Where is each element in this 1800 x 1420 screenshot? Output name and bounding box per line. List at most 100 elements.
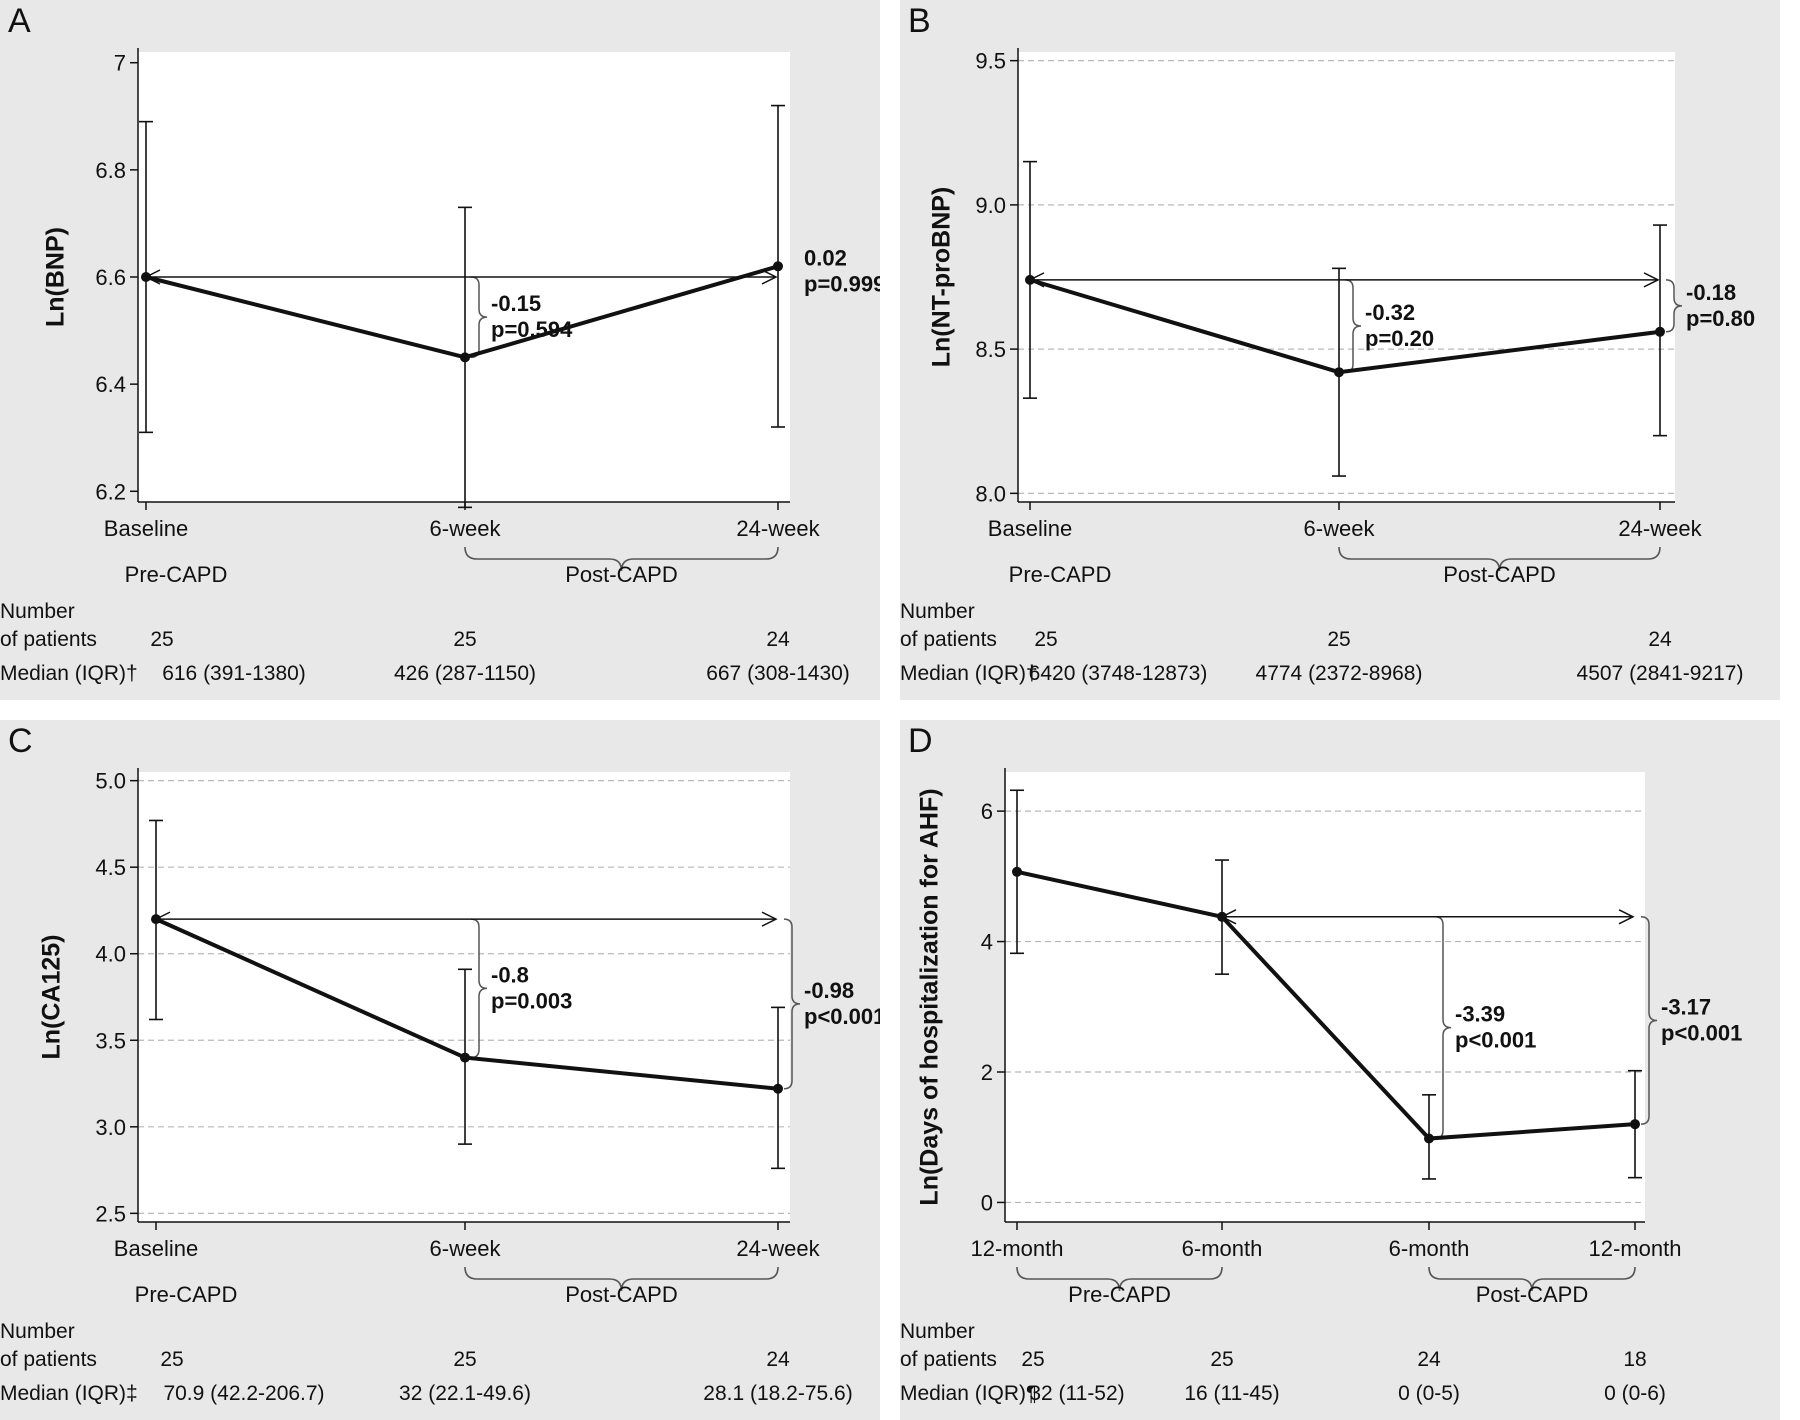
- y-tick-label: 4.0: [95, 942, 126, 967]
- y-axis-label: Ln(Days of hospitalization for AHF): [915, 788, 944, 1206]
- median-iqr: 616 (391-1380): [162, 662, 306, 685]
- arrow-head: [761, 269, 778, 285]
- data-point: [1424, 1133, 1434, 1144]
- median-iqr: 6420 (3748-12873): [1028, 662, 1208, 685]
- y-tick-label: 9.5: [975, 49, 1006, 74]
- data-point: [1334, 367, 1344, 378]
- comparison-p-label: p=0.20: [1365, 326, 1434, 351]
- median-iqr: 32 (11-52): [1029, 1382, 1125, 1405]
- arrow-head: [1618, 909, 1635, 925]
- comparison-diff-label: -0.15: [491, 291, 541, 316]
- data-point: [1217, 911, 1227, 922]
- table-number-label: Number: [900, 1320, 975, 1343]
- comparison-p-label: p=0.999: [804, 272, 880, 297]
- data-point: [460, 352, 470, 363]
- median-iqr: 28.1 (18.2-75.6): [703, 1382, 853, 1405]
- x-tick-label: 24-week: [736, 1236, 820, 1261]
- patient-count: 24: [766, 1348, 790, 1371]
- plot-area: [138, 772, 790, 1222]
- y-tick-label: 3.5: [95, 1028, 126, 1053]
- group-bracket: [1016, 1266, 1223, 1292]
- x-tick-label: 24-week: [736, 516, 820, 541]
- y-tick-label: 8.0: [975, 481, 1006, 506]
- plot-area: [1018, 52, 1675, 502]
- panel-letter: B: [908, 2, 931, 40]
- data-point: [1630, 1119, 1640, 1130]
- data-point: [1655, 326, 1665, 337]
- group-bracket: [1428, 1266, 1636, 1292]
- y-tick-label: 6.8: [95, 158, 126, 183]
- panel-c: 2.5 3.0 3.5 4.0 4.5 5.0 Baseline 6-week 24-week P…: [0, 720, 880, 1420]
- patient-count: 24: [1417, 1348, 1441, 1371]
- y-tick-label: 3.0: [95, 1115, 126, 1140]
- patient-count: 25: [453, 628, 477, 651]
- y-tick-label: 0: [981, 1190, 993, 1215]
- comparison-diff-label: -3.39: [1455, 1002, 1505, 1027]
- y-axis-label: Ln(BNP): [41, 227, 70, 327]
- patient-count: 25: [1034, 628, 1058, 651]
- group-label: Pre-CAPD: [1068, 1282, 1171, 1307]
- comparison-diff-label: -0.18: [1686, 280, 1736, 305]
- x-tick-label: 12-month: [971, 1236, 1064, 1261]
- median-iqr: 0 (0-6): [1604, 1382, 1666, 1405]
- data-point: [460, 1052, 470, 1063]
- comparison-brace: [783, 918, 801, 1090]
- table-patients-label: of patients: [900, 628, 997, 651]
- comparison-brace: [1434, 916, 1452, 1140]
- patient-count: 25: [160, 1348, 184, 1371]
- data-point: [1012, 866, 1022, 877]
- median-iqr: 4507 (2841-9217): [1576, 662, 1744, 685]
- plot-area: [1005, 772, 1645, 1222]
- panel-letter: C: [8, 722, 33, 760]
- panel-letter: A: [8, 2, 31, 40]
- patient-count: 25: [1327, 628, 1351, 651]
- y-tick-label: 8.5: [975, 337, 1006, 362]
- group-label: Pre-CAPD: [1009, 562, 1112, 587]
- median-iqr: 32 (22.1-49.6): [399, 1382, 531, 1405]
- comparison-brace: [1665, 279, 1683, 333]
- comparison-diff-label: 0.02: [804, 246, 847, 271]
- group-bracket: [464, 546, 779, 572]
- median-iqr: 426 (287-1150): [393, 662, 537, 685]
- table-patients-label: of patients: [0, 1348, 97, 1371]
- panel-b: 8.0 8.5 9.0 9.5 Baseline 6-week 24-week Pre-CAP…: [900, 0, 1780, 700]
- comparison-diff-label: -0.8: [491, 962, 529, 987]
- table-patients-label: of patients: [900, 1348, 997, 1371]
- table-median-label: Median (IQR)¶: [900, 1382, 1038, 1405]
- comparison-p-label: p<0.001: [1455, 1028, 1536, 1053]
- data-point: [773, 261, 783, 272]
- patient-count: 18: [1623, 1348, 1647, 1371]
- patient-count: 25: [150, 628, 174, 651]
- arrow-head: [761, 911, 778, 927]
- group-bracket: [464, 1266, 779, 1292]
- comparison-diff-label: -3.17: [1661, 994, 1711, 1019]
- y-tick-label: 7: [114, 51, 126, 76]
- y-tick-label: 6: [981, 799, 993, 824]
- group-label: Post-CAPD: [1443, 562, 1555, 587]
- group-label: Post-CAPD: [1476, 1282, 1588, 1307]
- comparison-p-label: p<0.001: [804, 1004, 880, 1029]
- patient-count: 25: [453, 1348, 477, 1371]
- median-iqr: 0 (0-5): [1398, 1382, 1460, 1405]
- comparison-diff-label: -0.98: [804, 978, 854, 1003]
- median-iqr: 667 (308-1430): [706, 662, 850, 685]
- patient-count: 25: [1021, 1348, 1045, 1371]
- x-tick-label: 6-week: [1304, 516, 1376, 541]
- patient-count: 24: [766, 628, 790, 651]
- group-label: Post-CAPD: [565, 562, 677, 587]
- group-bracket: [1338, 546, 1661, 572]
- patient-count: 25: [1210, 1348, 1234, 1371]
- panel-d: 0 2 4 6 12-month 6-month 6-month 12-month Pre-CA…: [900, 720, 1780, 1420]
- arrow-head: [1643, 272, 1660, 288]
- y-tick-label: 5.0: [95, 769, 126, 794]
- comparison-brace: [1344, 279, 1362, 373]
- data-point: [1025, 274, 1035, 285]
- group-label: Post-CAPD: [565, 1282, 677, 1307]
- y-tick-label: 2: [981, 1060, 993, 1085]
- y-tick-label: 6.6: [95, 265, 126, 290]
- panel-a: 6.2 6.4 6.6 6.8 7 Baseline 6-week 24-week Pre-CA…: [0, 0, 880, 700]
- table-number-label: Number: [900, 600, 975, 623]
- y-tick-label: 2.5: [95, 1201, 126, 1226]
- median-iqr: 16 (11-45): [1184, 1382, 1280, 1405]
